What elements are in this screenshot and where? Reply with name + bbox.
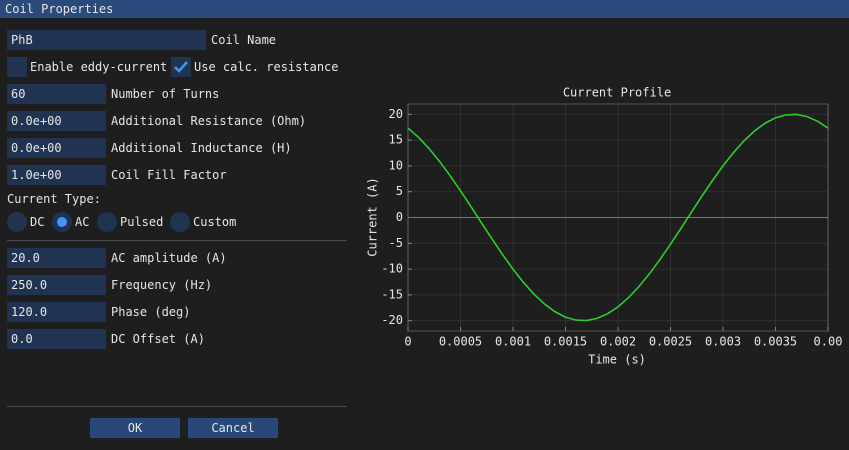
text-input[interactable]: 120.0 (7, 302, 106, 322)
y-tick-label: 0 (396, 210, 403, 224)
y-axis-label: Current (A) (366, 177, 380, 256)
field-label: Coil Name (211, 33, 277, 47)
radio-button[interactable] (170, 212, 190, 232)
field-label: DC Offset (A) (111, 332, 205, 346)
x-tick-label: 0.0005 (439, 335, 482, 349)
x-tick-label: 0.0015 (544, 335, 587, 349)
text-input[interactable]: 60 (7, 84, 106, 104)
x-tick-label: 0.0025 (649, 335, 692, 349)
data-line (407, 113, 829, 322)
radio-label: Custom (193, 215, 237, 229)
x-axis-label: Time (s) (588, 353, 646, 367)
y-tick-label: -10 (381, 262, 403, 276)
title-bar: Coil Properties (0, 0, 849, 18)
text-input[interactable]: 250.0 (7, 275, 106, 295)
radio-button[interactable] (97, 212, 117, 232)
button[interactable]: Cancel (188, 418, 278, 438)
y-tick-label: -5 (389, 236, 403, 250)
radio-label: AC (75, 215, 90, 229)
field-label: Frequency (Hz) (111, 278, 213, 292)
y-tick-label: 5 (396, 184, 403, 198)
x-tick-label: 0.00 (814, 335, 843, 349)
plot-frame (407, 103, 829, 332)
button[interactable]: OK (90, 418, 180, 438)
field-label: Additional Resistance (Ohm) (111, 114, 307, 128)
field-label: AC amplitude (A) (111, 251, 227, 265)
checkbox-label: Use calc. resistance (194, 60, 339, 74)
checkbox[interactable] (171, 57, 191, 77)
y-tick-label: -15 (381, 287, 403, 301)
y-tick-label: 15 (389, 133, 403, 147)
checkbox-label: Enable eddy-current (30, 60, 168, 74)
check-mark-path (174, 61, 188, 73)
text-input[interactable]: PhB (7, 30, 206, 50)
checkbox[interactable] (7, 57, 27, 77)
text-input[interactable]: 0.0e+00 (7, 138, 106, 158)
chart-title: Current Profile (563, 86, 671, 100)
text-input[interactable]: 1.0e+00 (7, 165, 106, 185)
x-tick-label: 0.003 (705, 335, 741, 349)
radio-label: DC (30, 215, 45, 229)
text-input[interactable]: 0.0e+00 (7, 111, 106, 131)
field-label: Phase (deg) (111, 305, 191, 319)
y-tick-label: 10 (389, 158, 403, 172)
y-tick-label: -20 (381, 313, 403, 327)
y-tick-label: 20 (389, 107, 403, 121)
window-title: Coil Properties (5, 2, 114, 16)
field-label: Coil Fill Factor (111, 168, 227, 182)
radio-button[interactable] (7, 212, 27, 232)
x-tick-label: 0 (404, 335, 411, 349)
x-tick-label: 0.001 (495, 335, 531, 349)
x-tick-label: 0.002 (600, 335, 636, 349)
radio-button[interactable] (52, 212, 72, 232)
field-label: Additional Inductance (H) (111, 141, 292, 155)
text-input[interactable]: 0.0 (7, 329, 106, 349)
radio-label: Pulsed (120, 215, 164, 229)
section-label: Current Type: (7, 192, 101, 206)
x-tick-label: 0.0035 (754, 335, 797, 349)
field-label: Number of Turns (111, 87, 220, 101)
separator (7, 406, 347, 407)
separator (7, 240, 347, 241)
radio-dot (57, 217, 67, 227)
text-input[interactable]: 20.0 (7, 248, 106, 268)
check-mark (174, 61, 188, 73)
